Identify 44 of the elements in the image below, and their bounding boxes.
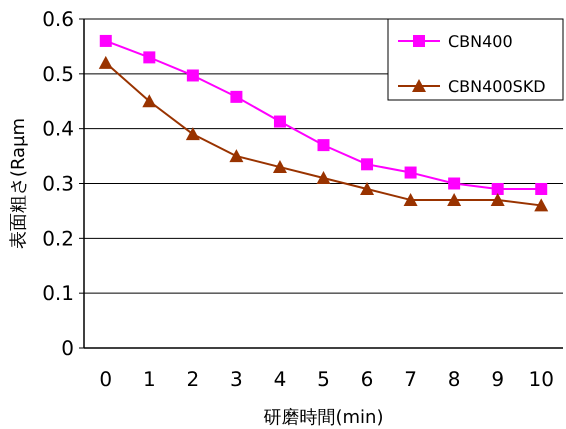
point bbox=[490, 192, 505, 206]
x-tick-label: 5 bbox=[317, 367, 330, 391]
point bbox=[535, 182, 548, 195]
point bbox=[404, 192, 418, 206]
y-tick-label: 0.4 bbox=[42, 116, 74, 141]
point bbox=[316, 171, 330, 184]
point bbox=[492, 182, 504, 195]
point bbox=[360, 182, 374, 195]
legend-label: CBN400 bbox=[448, 32, 513, 51]
point bbox=[447, 192, 462, 206]
x-tick-label: 9 bbox=[491, 367, 504, 391]
point bbox=[230, 90, 242, 103]
point bbox=[229, 149, 244, 162]
x-tick-label: 10 bbox=[528, 367, 554, 391]
x-tick-label: 6 bbox=[360, 367, 374, 391]
point bbox=[274, 116, 286, 128]
y-axis-title: 表面粗さ(Raμm bbox=[8, 118, 29, 250]
point bbox=[142, 94, 156, 108]
x-tick-label: 4 bbox=[274, 367, 286, 391]
y-tick-label: 0.5 bbox=[42, 62, 74, 86]
point bbox=[100, 34, 112, 47]
point bbox=[143, 51, 156, 64]
x-tick-label: 7 bbox=[404, 367, 417, 391]
y-tick-label: 0.6 bbox=[42, 7, 74, 31]
y-tick-label: 0 bbox=[61, 336, 74, 360]
point bbox=[534, 198, 548, 212]
point bbox=[448, 178, 460, 190]
point bbox=[361, 158, 374, 170]
point bbox=[186, 69, 199, 82]
x-tick-label: 0 bbox=[99, 367, 112, 391]
x-tick-label: 8 bbox=[448, 367, 461, 391]
y-tick-label: 0.1 bbox=[42, 281, 74, 306]
x-tick-label: 3 bbox=[230, 367, 243, 391]
y-tick-label: 0.3 bbox=[42, 172, 74, 196]
legend-label: CBN400SKD bbox=[448, 77, 546, 96]
x-tick-label: 1 bbox=[142, 367, 156, 391]
point bbox=[186, 127, 200, 140]
point bbox=[272, 160, 287, 174]
point bbox=[318, 139, 330, 152]
x-tick-label: 2 bbox=[186, 367, 200, 391]
y-tick-label: 0.2 bbox=[42, 226, 74, 250]
point bbox=[404, 166, 417, 179]
point bbox=[98, 56, 113, 69]
x-axis-title: 研磨時間(min) bbox=[264, 407, 384, 428]
